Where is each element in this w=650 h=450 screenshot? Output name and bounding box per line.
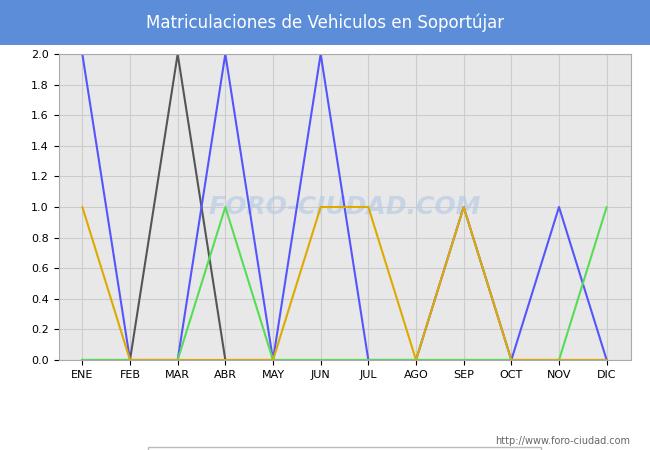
2023 [79,357,86,363]
2022 [603,357,610,363]
2022 [174,357,181,363]
2022 [222,51,229,57]
2022 [412,357,420,363]
2024 [126,357,134,363]
Text: FORO-CIUDAD.COM: FORO-CIUDAD.COM [208,195,481,219]
2020 [508,357,515,363]
2020 [412,357,420,363]
Text: http://www.foro-ciudad.com: http://www.foro-ciudad.com [495,436,630,446]
2022 [365,357,372,363]
2021 [79,357,86,363]
Legend: 2024, 2023, 2022, 2021, 2020: 2024, 2023, 2022, 2021, 2020 [148,447,541,450]
2021 [222,204,229,210]
2023 [365,357,372,363]
2022 [555,204,563,210]
2024 [174,357,181,363]
2020 [79,204,86,210]
Line: 2023: 2023 [83,54,606,360]
Line: 2020: 2020 [83,207,606,360]
2020 [365,204,372,210]
2023 [222,357,229,363]
2023 [603,357,610,363]
2021 [126,357,134,363]
2021 [174,357,181,363]
2022 [269,357,277,363]
2020 [174,357,181,363]
2022 [508,357,515,363]
2021 [412,357,420,363]
Text: Matriculaciones de Vehiculos en Soportújar: Matriculaciones de Vehiculos en Soportúj… [146,13,504,32]
2023 [174,51,181,57]
2022 [460,204,467,210]
2023 [460,357,467,363]
2024 [269,357,277,363]
2021 [603,204,610,210]
2024 [222,357,229,363]
Line: 2021: 2021 [83,207,606,360]
2021 [555,357,563,363]
2021 [365,357,372,363]
2020 [222,357,229,363]
2021 [317,357,324,363]
2023 [555,357,563,363]
2020 [317,204,324,210]
2023 [508,357,515,363]
2020 [269,357,277,363]
2021 [269,357,277,363]
2023 [269,357,277,363]
2020 [126,357,134,363]
2023 [126,357,134,363]
2022 [317,51,324,57]
2023 [412,357,420,363]
2021 [460,357,467,363]
2024 [79,357,86,363]
2023 [317,357,324,363]
2020 [603,357,610,363]
2021 [508,357,515,363]
2022 [79,51,86,57]
Line: 2022: 2022 [83,54,606,360]
2020 [460,204,467,210]
2020 [555,357,563,363]
2022 [126,357,134,363]
